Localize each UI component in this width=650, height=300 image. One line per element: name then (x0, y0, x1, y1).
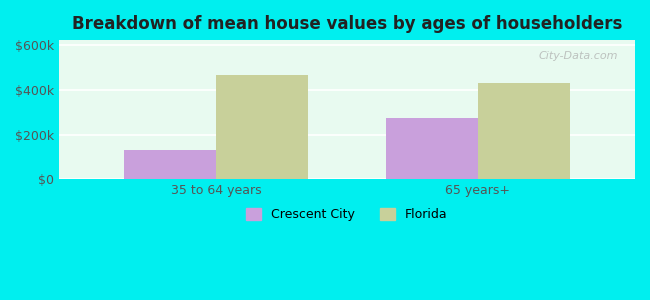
Bar (386, 118, 478, 179)
Text: City-Data.com: City-Data.com (538, 51, 617, 61)
Title: Breakdown of mean house values by ages of householders: Breakdown of mean house values by ages o… (72, 15, 622, 33)
Legend: Crescent City, Florida: Crescent City, Florida (241, 202, 453, 226)
Bar (124, 150, 216, 179)
Bar (478, 83, 569, 179)
Bar (216, 75, 307, 179)
